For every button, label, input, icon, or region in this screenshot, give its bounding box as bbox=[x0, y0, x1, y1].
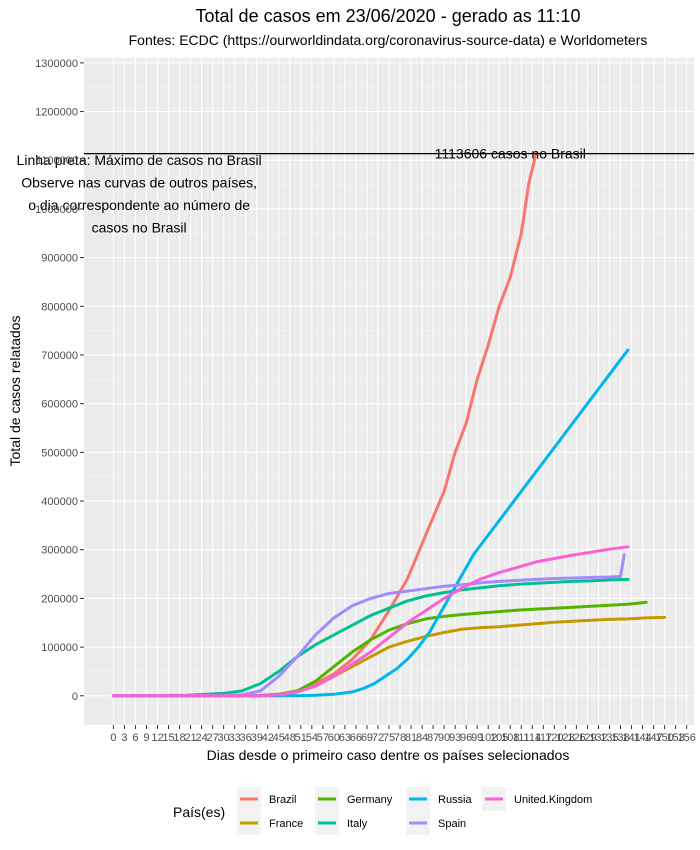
x-tick-label: 63 bbox=[339, 732, 351, 744]
legend-label: Brazil bbox=[269, 794, 297, 806]
x-tick-label: 141 bbox=[622, 732, 640, 744]
x-tick-label: 105 bbox=[490, 732, 508, 744]
legend-label: Germany bbox=[347, 794, 393, 806]
x-tick-label: 42 bbox=[262, 732, 274, 744]
legend: País(es) Brazil France Germany Italy Russia S… bbox=[173, 787, 592, 835]
series-line-united-kingdom bbox=[111, 545, 630, 698]
annotation-line: Linha preta: Máximo de casos no Brasil bbox=[17, 152, 262, 168]
x-tick-label: 51 bbox=[295, 732, 307, 744]
y-tick-label: 900000 bbox=[41, 253, 78, 265]
chart-subtitle: Fontes: ECDC (https://ourworldindata.org… bbox=[129, 32, 648, 48]
y-tick-label: 400000 bbox=[41, 496, 78, 508]
x-tick-label: 150 bbox=[655, 732, 673, 744]
x-tick-label: 138 bbox=[611, 732, 629, 744]
y-axis-title: Total de casos relatados bbox=[7, 316, 23, 467]
max-cases-line-group: 1113606 casos no Brasil bbox=[84, 146, 694, 162]
x-tick-label: 81 bbox=[405, 732, 417, 744]
x-tick-label: 126 bbox=[567, 732, 585, 744]
legend-label: United.Kingdom bbox=[514, 794, 592, 806]
series-line-italy bbox=[111, 577, 630, 698]
x-tick-label: 24 bbox=[195, 732, 207, 744]
x-tick-label: 135 bbox=[600, 732, 618, 744]
x-tick-label: 39 bbox=[251, 732, 263, 744]
y-tick-label: 1000000 bbox=[35, 204, 78, 216]
x-tick-label: 96 bbox=[460, 732, 472, 744]
x-tick-label: 45 bbox=[273, 732, 285, 744]
x-tick-label: 87 bbox=[427, 732, 439, 744]
chart-title: Total de casos em 23/06/2020 - gerado as… bbox=[196, 6, 581, 26]
x-tick-label: 72 bbox=[372, 732, 384, 744]
x-tick-label: 90 bbox=[438, 732, 450, 744]
y-tick-label: 700000 bbox=[41, 350, 78, 362]
x-tick-label: 3 bbox=[121, 732, 127, 744]
y-tick-label: 1100000 bbox=[36, 155, 78, 167]
annotation-line: Observe nas curvas de outros países, bbox=[21, 175, 257, 191]
series-line-russia bbox=[111, 348, 630, 698]
x-tick-label: 75 bbox=[383, 732, 395, 744]
x-tick-label: 54 bbox=[306, 732, 318, 744]
legend-title: País(es) bbox=[173, 804, 225, 820]
x-tick-label: 12 bbox=[151, 732, 163, 744]
x-tick-label: 36 bbox=[240, 732, 252, 744]
x-tick-label: 111 bbox=[513, 732, 530, 744]
annotation-line: casos no Brasil bbox=[92, 219, 187, 235]
x-tick-label: 48 bbox=[284, 732, 296, 744]
legend-label: Spain bbox=[438, 818, 466, 830]
x-tick-label: 117 bbox=[535, 732, 553, 744]
x-tick-label: 57 bbox=[317, 732, 329, 744]
legend-label: Italy bbox=[347, 818, 368, 830]
y-tick-label: 0 bbox=[72, 691, 78, 703]
x-tick-label: 123 bbox=[556, 732, 574, 744]
x-axis-title: Dias desde o primeiro caso dentre os paí… bbox=[207, 747, 570, 763]
x-tick-label: 21 bbox=[184, 732, 196, 744]
x-tick-label: 69 bbox=[361, 732, 373, 744]
series-lines bbox=[111, 152, 667, 698]
x-tick-label: 99 bbox=[471, 732, 483, 744]
grid bbox=[84, 58, 694, 725]
x-tick-label: 15 bbox=[162, 732, 174, 744]
x-tick-label: 114 bbox=[524, 732, 542, 744]
legend-label: France bbox=[269, 818, 303, 830]
x-tick-label: 78 bbox=[394, 732, 406, 744]
x-tick-label: 129 bbox=[578, 732, 596, 744]
x-tick-label: 0 bbox=[110, 732, 116, 744]
x-tick-label: 153 bbox=[666, 732, 684, 744]
y-tick-label: 100000 bbox=[41, 642, 78, 654]
max-cases-label: 1113606 casos no Brasil bbox=[435, 146, 586, 162]
annotation-text: Linha preta: Máximo de casos no Brasil O… bbox=[17, 152, 262, 235]
x-tick-label: 144 bbox=[633, 732, 651, 744]
x-tick-label: 120 bbox=[545, 732, 563, 744]
x-tick-label: 60 bbox=[328, 732, 340, 744]
legend-label: Russia bbox=[438, 794, 473, 806]
x-tick-label: 156 bbox=[677, 732, 695, 744]
x-tick-label: 9 bbox=[143, 732, 149, 744]
y-tick-label: 800000 bbox=[41, 301, 78, 313]
series-line-spain bbox=[111, 553, 626, 698]
y-tick-label: 1300000 bbox=[35, 58, 78, 70]
x-tick-label: 27 bbox=[206, 732, 218, 744]
x-tick-label: 84 bbox=[416, 732, 428, 744]
series-line-germany bbox=[111, 600, 648, 698]
x-tick-label: 30 bbox=[218, 732, 230, 744]
x-tick-label: 18 bbox=[173, 732, 185, 744]
x-tick-label: 33 bbox=[229, 732, 241, 744]
x-tick-label: 147 bbox=[644, 732, 662, 744]
y-axis: 0 100000 200000 300000 400000 500000 600000 700… bbox=[35, 58, 84, 703]
x-tick-label: 6 bbox=[132, 732, 138, 744]
x-tick-label: 66 bbox=[350, 732, 362, 744]
x-tick-label: 102 bbox=[479, 732, 497, 744]
x-tick-label: 132 bbox=[589, 732, 607, 744]
x-axis: 0 3 6 9 121518212427303336394245485154576063… bbox=[110, 725, 696, 744]
y-tick-label: 200000 bbox=[41, 593, 78, 605]
x-tick-label: 108 bbox=[501, 732, 519, 744]
y-tick-label: 600000 bbox=[41, 399, 78, 411]
y-tick-label: 500000 bbox=[41, 447, 78, 459]
y-tick-label: 1200000 bbox=[35, 107, 78, 119]
x-tick-label: 93 bbox=[449, 732, 461, 744]
y-tick-label: 300000 bbox=[41, 545, 78, 557]
